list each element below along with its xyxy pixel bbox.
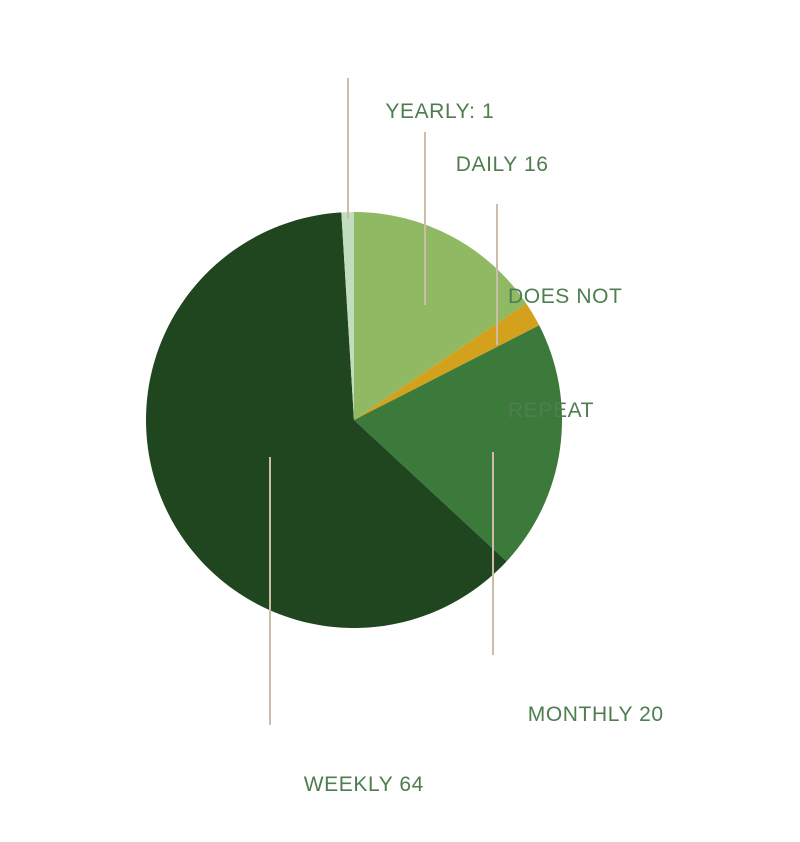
pie-label-monthly-text: MONTHLY 20 — [527, 703, 664, 726]
pie-chart-svg — [146, 78, 563, 725]
pie-slice-daily[interactable] — [354, 212, 527, 420]
pie-label-does-not-repeat-line2: REPEAT — [508, 399, 595, 422]
pie-chart-canvas: YEARLY: 1 DAILY 16 DOES NOT REPEAT MONTH… — [146, 55, 664, 796]
pie-label-weekly-text: WEEKLY 64 — [303, 773, 424, 796]
pie-slice-weekly[interactable] — [146, 212, 507, 629]
pie-slices-group — [146, 212, 563, 629]
pie-label-yearly-text: YEARLY: 1 — [385, 100, 495, 123]
pie-label-daily: DAILY 16 — [430, 108, 549, 222]
pie-label-monthly: MONTHLY 20 — [502, 658, 664, 772]
pie-label-daily-text: DAILY 16 — [455, 153, 549, 176]
leader-lines-group — [269, 78, 498, 725]
pie-slice-yearly[interactable] — [341, 212, 354, 420]
pie-label-does-not-repeat-line1: DOES NOT — [508, 285, 623, 308]
pie-label-does-not-repeat: DOES NOT REPEAT — [508, 202, 622, 506]
pie-slice-does-not-repeat[interactable] — [354, 303, 540, 420]
pie-label-weekly: WEEKLY 64 — [278, 728, 424, 842]
pie-slice-monthly[interactable] — [354, 325, 563, 562]
pie-label-yearly: YEARLY: 1 — [360, 55, 494, 169]
